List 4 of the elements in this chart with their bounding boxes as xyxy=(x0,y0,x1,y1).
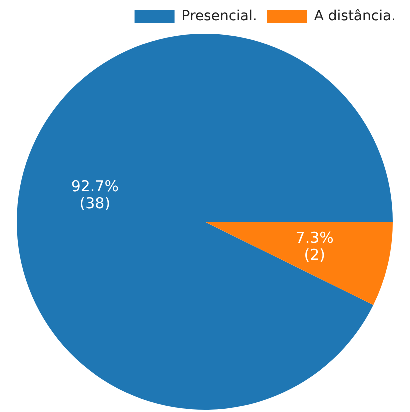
data-label: 92.7% (38) xyxy=(71,178,119,213)
data-label: 7.3% (2) xyxy=(296,229,334,264)
legend-label: A distância. xyxy=(314,8,396,25)
legend-label: Presencial. xyxy=(182,8,258,25)
